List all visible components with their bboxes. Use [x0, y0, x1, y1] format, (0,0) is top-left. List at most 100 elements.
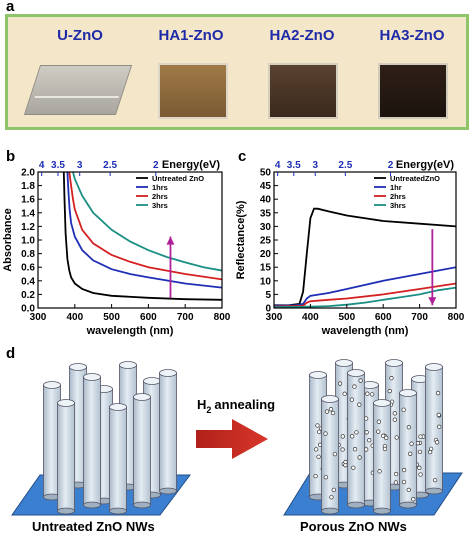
pore: [352, 447, 358, 452]
nanowire-porous-10: [425, 363, 443, 495]
reflectance-y-tick-label: 15: [260, 263, 272, 274]
nanowire-porous-6: [321, 395, 339, 515]
pore: [315, 423, 320, 428]
absorbance-legend-label-3: 2hrs: [152, 192, 168, 201]
reflectance-top-axis-label: Energy(eV): [396, 159, 454, 171]
absorbance-y-tick-label: 1.2: [21, 222, 35, 233]
pore: [436, 412, 441, 418]
pore: [376, 419, 381, 424]
reflectance-series-line-3: [274, 282, 456, 308]
pore: [331, 487, 336, 493]
pore: [376, 429, 381, 434]
pore: [401, 407, 406, 412]
reflectance-series-line-4: [274, 286, 456, 308]
process-annealing-label: annealing: [214, 397, 275, 412]
pore: [364, 447, 369, 452]
pore: [354, 430, 359, 435]
pore: [411, 497, 416, 502]
pore: [343, 459, 348, 465]
nanowire-porous-8: [373, 399, 391, 515]
caption-untreated: Untreated ZnO NWs: [32, 519, 155, 534]
absorbance-y-axis-label: Absorbance: [2, 208, 14, 272]
pore: [316, 454, 321, 459]
sample-ha3-zno: [378, 63, 448, 119]
pore: [357, 402, 362, 407]
absorbance-x-tick-label: 500: [103, 312, 120, 323]
pore: [357, 455, 362, 460]
nanowire-diagram: H2 annealing Untreated ZnO NWs Porous ZnO…: [11, 359, 463, 534]
pore: [427, 450, 433, 455]
nanowire-untreated-1: [43, 381, 61, 501]
nanowire-untreated-10: [159, 369, 177, 495]
absorbance-x-tick-label: 300: [30, 312, 47, 323]
panel-letter-c: c: [238, 148, 247, 165]
nanowire-untreated-6: [57, 399, 75, 515]
sample-ha2-zno: [268, 63, 338, 119]
reflectance-y-tick-label: 30: [260, 222, 272, 233]
pore: [332, 451, 338, 457]
pore: [352, 384, 357, 389]
pore: [324, 409, 330, 414]
reflectance-y-tick-label: 25: [260, 236, 272, 247]
pore: [392, 411, 397, 416]
absorbance-x-tick-label: 400: [66, 312, 83, 323]
absorbance-y-tick-label: 1.8: [21, 181, 35, 192]
untreated-nanowires: [43, 361, 177, 515]
reflectance-y-tick-label: 5: [265, 290, 271, 301]
nanowire-porous-7: [347, 369, 365, 509]
pore: [367, 438, 372, 443]
reflectance-y-tick-label: 40: [260, 195, 272, 206]
pore: [394, 435, 399, 440]
reflectance-y-tick-label: 0: [265, 304, 271, 315]
absorbance-legend-label-2: 1hrs: [152, 183, 168, 192]
absorbance-trend-arrowhead: [166, 236, 175, 245]
reflectance-y-tick-label: 35: [260, 208, 272, 219]
pore: [408, 451, 413, 456]
process-arrow: [196, 419, 268, 459]
pore: [389, 376, 394, 381]
absorbance-top-tick-label: 3.5: [51, 160, 65, 171]
reflectance-x-tick-label: 400: [302, 312, 319, 323]
absorbance-series-line-3: [68, 172, 222, 281]
pore: [340, 434, 345, 439]
absorbance-x-tick-label: 600: [140, 312, 157, 323]
pore: [434, 440, 440, 445]
sample-u-zno: [23, 65, 133, 115]
absorbance-top-tick-label: 2.5: [103, 160, 117, 171]
process-gas: H: [197, 397, 206, 412]
absorbance-top-axis-label: Energy(eV): [162, 159, 220, 171]
process-label: H2 annealing: [197, 397, 275, 415]
reflectance-x-tick-label: 800: [448, 312, 465, 323]
absorbance-y-tick-label: 2.0: [21, 168, 35, 179]
absorbance-x-axis-label: wavelength (nm): [86, 325, 174, 337]
pore: [432, 477, 438, 483]
absorbance-legend-label-4: 3hrs: [152, 201, 168, 210]
pore: [364, 430, 369, 435]
sample-label-ha3-zno: HA3-ZnO: [379, 27, 445, 44]
pore: [340, 447, 345, 452]
absorbance-y-tick-label: 0.6: [21, 263, 35, 274]
pore: [393, 471, 399, 477]
pore: [417, 465, 422, 470]
pore: [358, 378, 363, 383]
reflectance-legend-label-2: 1hr: [390, 183, 402, 192]
pore: [393, 480, 399, 485]
pore: [384, 435, 389, 440]
reflectance-top-tick-label: 3: [312, 160, 318, 171]
absorbance-legend-label-1: Untreated ZnO: [152, 174, 204, 183]
pore: [409, 441, 414, 446]
pore: [314, 447, 319, 452]
absorbance-x-tick-label: 800: [214, 312, 231, 323]
pore: [342, 391, 347, 396]
pore: [418, 472, 423, 477]
pore: [328, 407, 334, 412]
pore: [337, 381, 343, 386]
reflectance-y-axis-label: Reflectance(%): [235, 200, 247, 279]
absorbance-y-tick-label: 1.4: [21, 208, 35, 219]
pore: [349, 397, 355, 402]
absorbance-x-tick-label: 700: [177, 312, 194, 323]
pore: [417, 449, 423, 455]
reflectance-y-tick-label: 45: [260, 181, 272, 192]
nanowire-untreated-9: [133, 393, 151, 509]
